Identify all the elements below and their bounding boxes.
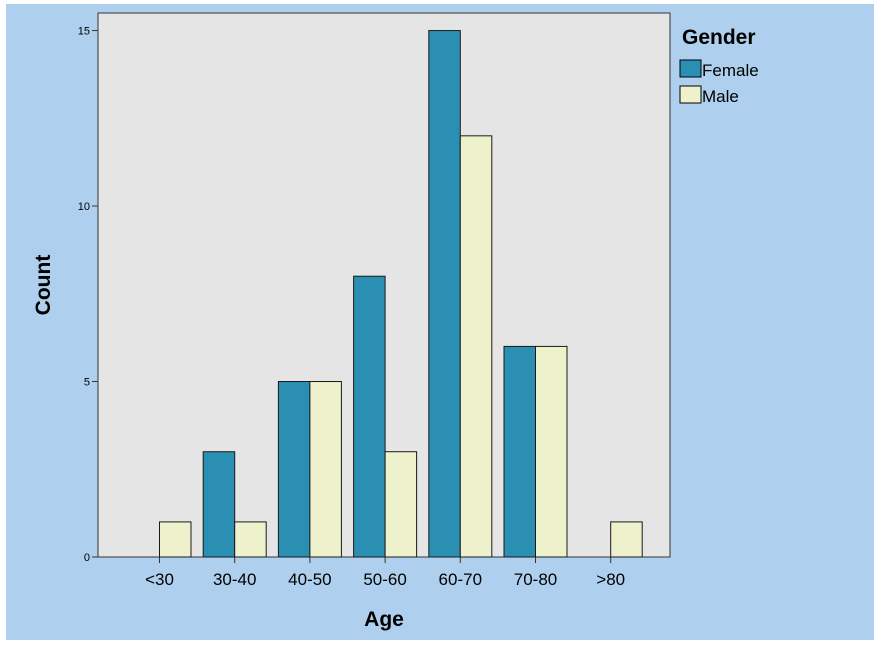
bar-female-4: [428, 30, 461, 558]
x-axis-title: Age: [364, 608, 404, 631]
y-axis: 0 5 10 15: [78, 26, 98, 564]
legend-title: Gender: [682, 26, 756, 49]
bar-male-4: [459, 135, 493, 558]
legend-swatch-female: [679, 59, 702, 78]
bars: [159, 30, 643, 558]
bar-male-5: [535, 345, 568, 558]
bar-female-3: [353, 275, 386, 558]
x-tick-label: 40-50: [288, 570, 331, 589]
y-tick-label: 5: [84, 377, 90, 389]
y-tick-label: 0: [84, 552, 90, 564]
x-tick-label: 50-60: [363, 570, 406, 589]
legend-label-female: Female: [702, 61, 759, 80]
bar-female-5: [503, 345, 536, 558]
y-tick-label: 10: [78, 201, 90, 213]
y-axis-title: Count: [32, 255, 55, 316]
bar-male-6: [610, 521, 643, 558]
bar-male-2: [309, 381, 342, 558]
y-tick-label: 15: [78, 26, 90, 38]
bar-male-0: [159, 521, 192, 558]
bar-female-2: [277, 381, 311, 558]
legend-swatch-male: [679, 85, 702, 104]
legend: Gender Female Male: [679, 26, 759, 106]
bar-male-3: [384, 451, 418, 558]
legend-label-male: Male: [702, 87, 739, 106]
x-axis: <30 30-40 40-50 50-60 60-70 70-80 >80: [145, 557, 625, 589]
bar-male-1: [234, 521, 267, 558]
x-tick-label: >80: [596, 570, 625, 589]
x-tick-label: 60-70: [439, 570, 482, 589]
x-tick-label: <30: [145, 570, 174, 589]
x-tick-label: 30-40: [213, 570, 256, 589]
x-tick-label: 70-80: [514, 570, 557, 589]
bar-female-1: [202, 451, 236, 558]
